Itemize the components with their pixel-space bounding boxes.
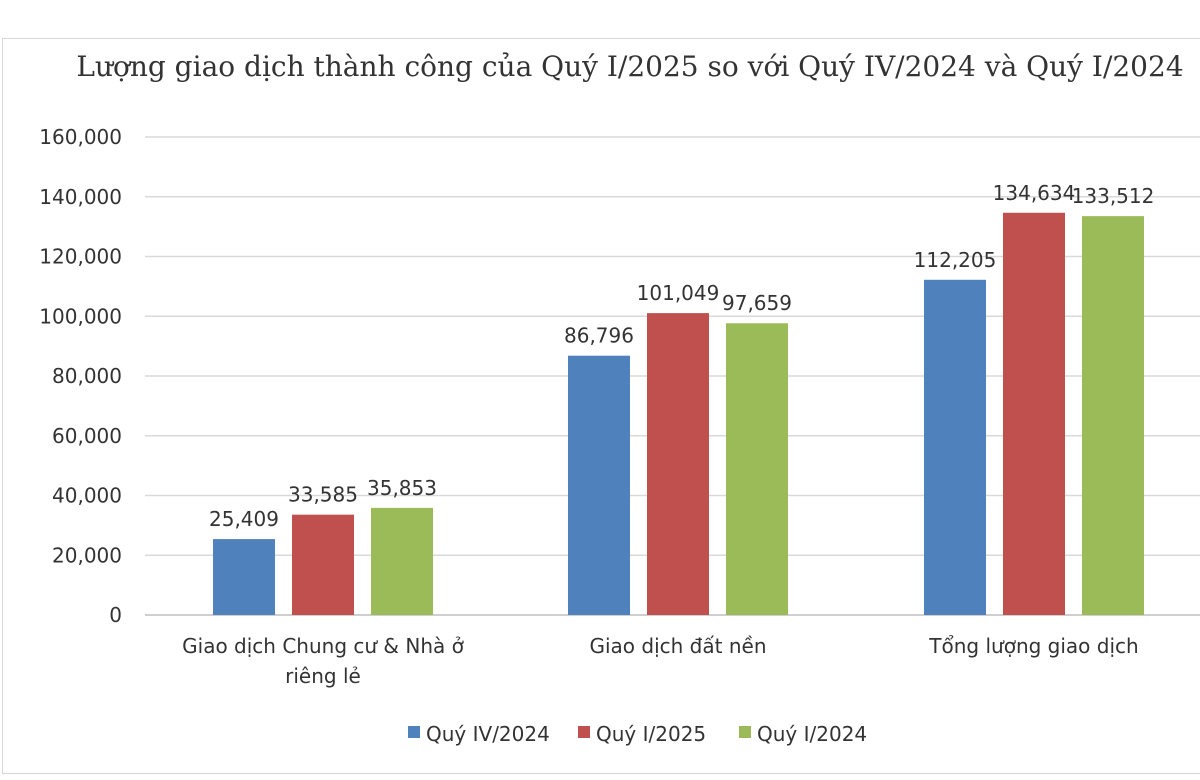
legend-swatch-1 [408, 726, 420, 738]
data-label: 35,853 [367, 476, 437, 500]
y-tick-label: 0 [109, 603, 122, 627]
y-tick-label: 120,000 [39, 245, 122, 269]
bar-2-1 [292, 514, 354, 615]
data-label: 33,585 [288, 483, 358, 507]
y-tick-label: 140,000 [39, 185, 122, 209]
bar-1-1 [213, 539, 275, 615]
y-tick-label: 80,000 [52, 364, 122, 388]
data-label: 86,796 [564, 324, 634, 348]
bar-1-2 [568, 355, 630, 615]
y-tick-label: 40,000 [52, 484, 122, 508]
category-label: Giao dịch đất nền [590, 634, 767, 658]
legend-swatch-2 [578, 726, 590, 738]
legend-label: Quý I/2024 [757, 722, 867, 746]
data-label: 134,634 [993, 181, 1076, 205]
category-label: riêng lẻ [285, 664, 361, 688]
legend-label: Quý I/2025 [596, 722, 706, 746]
y-tick-label: 60,000 [52, 424, 122, 448]
y-tick-label: 100,000 [39, 304, 122, 328]
legend-swatch-3 [739, 726, 751, 738]
bar-2-3 [1003, 212, 1065, 615]
data-label: 25,409 [209, 507, 279, 531]
chart-frame [2, 38, 1200, 774]
bar-1-3 [924, 279, 986, 615]
category-label: Giao dịch Chung cư & Nhà ở [182, 634, 464, 658]
chart-title: Lượng giao dịch thành công của Quý I/202… [76, 50, 1184, 83]
y-tick-label: 20,000 [52, 543, 122, 567]
bar-3-1 [371, 507, 433, 615]
bar-3-2 [726, 323, 788, 615]
legend-label: Quý IV/2024 [426, 722, 550, 746]
bar-3-3 [1082, 216, 1144, 615]
data-label: 101,049 [637, 281, 720, 305]
data-label: 112,205 [914, 248, 997, 272]
data-label: 133,512 [1072, 184, 1155, 208]
y-tick-label: 160,000 [39, 125, 122, 149]
category-label: Tổng lượng giao dịch [928, 634, 1138, 658]
data-label: 97,659 [722, 291, 792, 315]
bar-2-2 [647, 313, 709, 615]
